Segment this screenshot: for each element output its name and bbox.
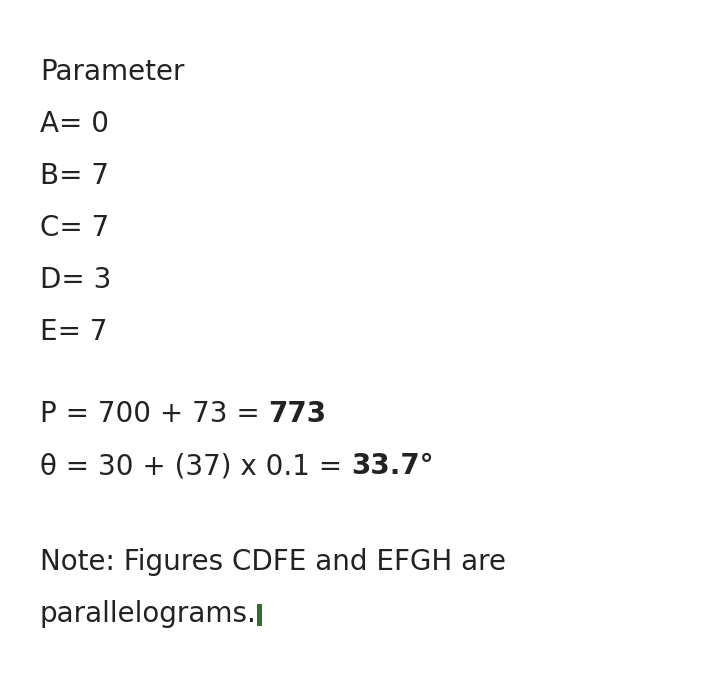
- Text: θ = 30 + (37) x 0.1 =: θ = 30 + (37) x 0.1 =: [40, 452, 351, 480]
- Text: D= 3: D= 3: [40, 266, 112, 294]
- Text: B= 7: B= 7: [40, 162, 109, 190]
- Text: 33.7°: 33.7°: [351, 452, 433, 480]
- Text: E= 7: E= 7: [40, 318, 107, 346]
- Text: Parameter: Parameter: [40, 58, 184, 86]
- Bar: [257, 604, 262, 626]
- Text: C= 7: C= 7: [40, 214, 109, 242]
- Text: Note: Figures CDFE and EFGH are: Note: Figures CDFE and EFGH are: [40, 548, 506, 576]
- Text: parallelograms.: parallelograms.: [40, 600, 257, 628]
- Text: A= 0: A= 0: [40, 110, 109, 138]
- Text: P = 700 + 73 =: P = 700 + 73 =: [40, 400, 269, 428]
- Text: 773: 773: [269, 400, 327, 428]
